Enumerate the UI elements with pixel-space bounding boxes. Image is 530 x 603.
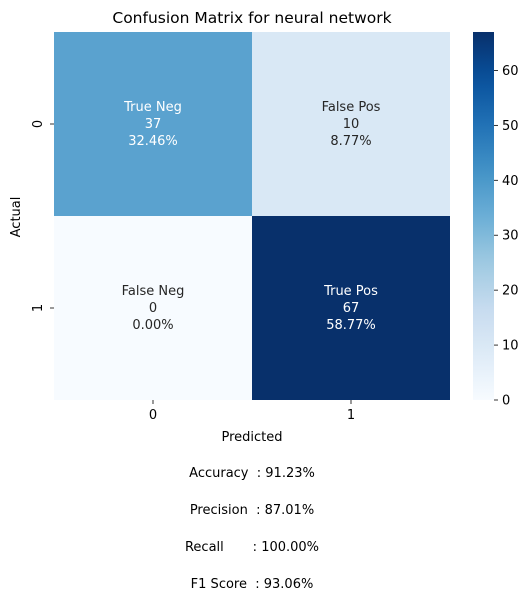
colorbar: 0 10 20 30 40 50 60	[473, 32, 519, 409]
colorbar-tick-label: 30	[502, 229, 519, 244]
heatmap-cell	[54, 216, 252, 400]
colorbar-tick-label: 10	[502, 339, 519, 354]
cell-label: False Pos	[322, 100, 381, 115]
colorbar-tick-label: 40	[502, 174, 519, 189]
x-tick-label: 1	[347, 408, 355, 423]
x-axis-label: Predicted	[221, 430, 282, 445]
y-tick-label: 1	[31, 304, 46, 312]
cell-label: True Pos	[323, 284, 378, 299]
cell-label: True Neg	[123, 100, 182, 115]
colorbar-tick-label: 50	[502, 119, 519, 134]
colorbar-tick-label: 0	[502, 394, 510, 409]
cell-count: 67	[343, 301, 360, 316]
cell-label: False Neg	[122, 284, 185, 299]
colorbar-gradient	[473, 32, 494, 400]
cell-count: 0	[149, 301, 157, 316]
cell-count: 10	[343, 117, 360, 132]
y-axis-label: Actual	[9, 197, 24, 238]
colorbar-tick-label: 60	[502, 64, 519, 79]
cell-percent: 58.77%	[326, 318, 376, 333]
x-tick-label: 0	[149, 408, 157, 423]
chart-title: Confusion Matrix for neural network	[112, 9, 391, 27]
heatmap-cell	[252, 216, 450, 400]
colorbar-tick-label: 20	[502, 284, 519, 299]
cell-percent: 0.00%	[132, 318, 173, 333]
heatmap-cell	[252, 32, 450, 216]
heatmap-cells: True Neg 37 32.46% False Pos 10 8.77% False Ne…	[54, 32, 450, 400]
cell-count: 37	[145, 117, 162, 132]
y-tick-label: 0	[31, 120, 46, 128]
heatmap-cell	[54, 32, 252, 216]
cell-percent: 32.46%	[128, 134, 178, 149]
cell-percent: 8.77%	[330, 134, 371, 149]
axes: 0 1 0 1	[31, 120, 355, 423]
